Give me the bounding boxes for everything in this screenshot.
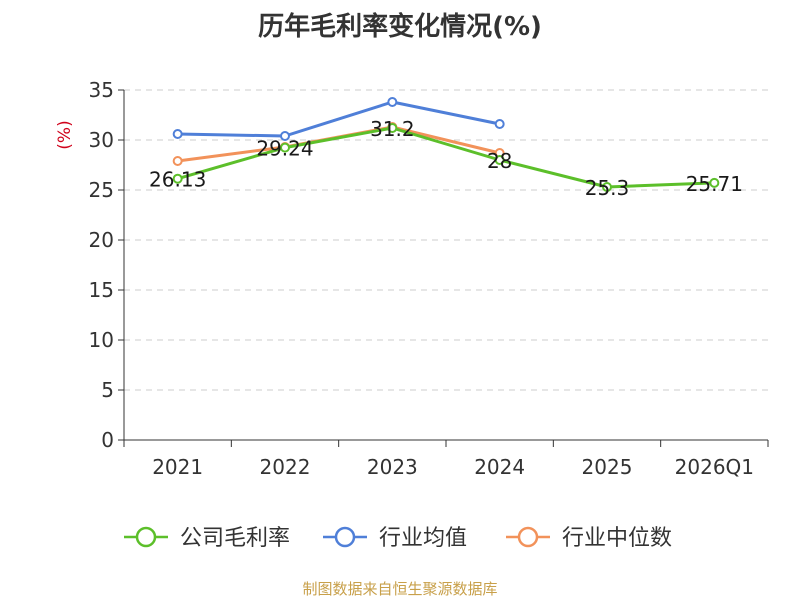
y-tick-label: 20 [89,228,114,252]
data-label: 25.3 [585,176,630,200]
y-tick-label: 35 [89,78,114,102]
x-tick-label: 2021 [152,455,203,479]
y-tick-label: 5 [101,378,114,402]
chart-title: 历年毛利率变化情况(%) [258,12,542,42]
data-label: 31.2 [370,117,415,141]
data-label: 28 [487,149,512,173]
legend-label: 行业中位数 [562,526,672,551]
legend-label: 公司毛利率 [180,526,290,551]
data-label: 26.13 [149,168,206,192]
legend-marker [517,526,539,548]
footer-source: 制图数据来自恒生聚源数据库 [302,580,498,598]
data-point [387,123,398,133]
data-point [280,131,290,141]
data-point [280,142,290,153]
data-point [387,97,398,107]
data-point [172,173,183,184]
legend-marker [334,526,356,548]
x-tick-label: 2022 [260,455,311,479]
y-tick-label: 10 [89,328,114,352]
series-line-3 [177,125,501,163]
legend-marker [135,526,157,548]
legend: 公司毛利率 行业均值 行业中位数 [124,526,672,551]
x-tick-label: 2025 [582,455,633,479]
data-label: 25.71 [686,172,743,196]
series-lines [172,97,720,192]
data-point [709,177,720,188]
y-tick-label: 15 [89,278,114,302]
x-tick-label: 2026Q1 [675,455,754,479]
data-point [172,156,183,166]
y-axis-label: (%) [55,120,75,149]
x-tick-label: 2023 [367,455,418,479]
legend-label: 行业均值 [379,526,467,551]
data-point [494,155,505,165]
series-line-2 [177,100,500,138]
data-point [494,119,505,129]
data-labels: 26.13 29.24 31.2 28 25.3 25.71 [149,117,743,200]
x-tick-label: 2024 [474,455,525,479]
data-label: 29.24 [256,137,313,161]
series-line-1 [177,126,715,189]
data-point [172,129,183,139]
y-tick-label: 0 [101,428,114,452]
y-tick-label: 30 [89,128,114,152]
y-tick-label: 25 [89,178,114,202]
data-point [602,182,612,192]
